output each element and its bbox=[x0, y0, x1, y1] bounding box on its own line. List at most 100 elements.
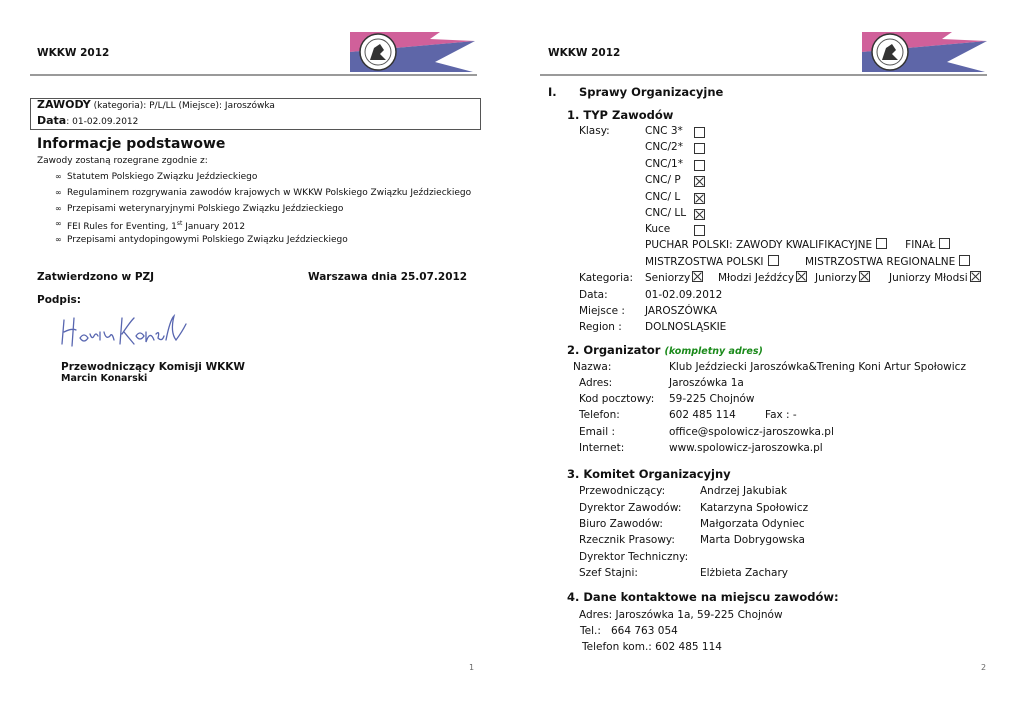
section-title: Sprawy Organizacyjne bbox=[579, 85, 724, 99]
page-header: WKKW 2012 bbox=[548, 47, 621, 59]
category-label: Młodzi Jeźdźcy bbox=[718, 272, 795, 284]
bullet-item: Przepisami weterynaryjnymi Polskiego Zwi… bbox=[67, 204, 344, 214]
category-option: Juniorzy Młodsi bbox=[889, 271, 981, 285]
organizer-field-value: 602 485 114 bbox=[669, 409, 736, 421]
bullet-item: FEI Rules for Eventing, 1st January 2012 bbox=[67, 220, 246, 232]
bullet-icon: ∞ bbox=[55, 188, 62, 197]
contact-tel: 664 763 054 bbox=[611, 625, 678, 637]
contact-mobile: Telefon kom.: 602 485 114 bbox=[582, 641, 722, 653]
bullet-icon: ∞ bbox=[55, 172, 62, 181]
data-label: Data: bbox=[579, 289, 608, 301]
bullet-icon: ∞ bbox=[55, 219, 62, 228]
category-checkbox[interactable] bbox=[692, 271, 704, 282]
subsection-title-organizator: 2. Organizator (kompletny adres) bbox=[567, 342, 763, 360]
zawody-line: ZAWODY (kategoria): P/L/LL (Miejsce): Ja… bbox=[37, 98, 275, 113]
organizer-field-value: Jaroszówka 1a bbox=[669, 377, 744, 389]
organizator-note: (kompletny adres) bbox=[664, 346, 763, 357]
puchar-checkbox[interactable] bbox=[876, 238, 888, 249]
category-option: Młodzi Jeźdźcy bbox=[718, 271, 808, 285]
signer-name: Marcin Konarski bbox=[61, 373, 148, 384]
committee-member: Elżbieta Zachary bbox=[700, 567, 789, 579]
class-option-label: CNC/ LL bbox=[645, 207, 687, 219]
class-option-label: CNC/1* bbox=[645, 158, 683, 170]
class-checkbox[interactable] bbox=[694, 225, 705, 236]
committee-role: Rzecznik Prasowy: bbox=[579, 534, 675, 546]
category-label: Juniorzy bbox=[815, 272, 857, 284]
puchar-row: PUCHAR POLSKI: ZAWODY KWALIFIKACYJNE FINA… bbox=[645, 238, 951, 252]
category-checkbox[interactable] bbox=[858, 271, 870, 282]
category-checkbox[interactable] bbox=[796, 271, 808, 282]
fei-date: January 2012 bbox=[182, 222, 246, 232]
bullet-item: Przepisami antydopingowymi Polskiego Zwi… bbox=[67, 235, 348, 245]
committee-role: Dyrektor Zawodów: bbox=[579, 502, 682, 514]
contact-address: Adres: Jaroszówka 1a, 59-225 Chojnów bbox=[579, 609, 783, 621]
region-label: Region : bbox=[579, 321, 622, 333]
class-option-label: CNC/ L bbox=[645, 191, 681, 203]
class-checkbox[interactable] bbox=[694, 176, 705, 187]
fax: Fax : - bbox=[765, 409, 797, 421]
organizer-field-value: www.spolowicz-jaroszowka.pl bbox=[669, 442, 823, 454]
page-header: WKKW 2012 bbox=[37, 47, 110, 59]
organizer-field-label: Adres: bbox=[579, 377, 613, 389]
mp-row: MISTRZOSTWA POLSKI bbox=[645, 255, 779, 269]
mr-row: MISTRZOSTWA REGIONALNE bbox=[805, 255, 971, 269]
region-value: DOLNOSLĄSKIE bbox=[645, 321, 727, 333]
header-rule bbox=[540, 74, 987, 76]
class-option-label: CNC 3* bbox=[645, 125, 683, 137]
category-checkbox[interactable] bbox=[969, 271, 981, 282]
event-info-box bbox=[30, 98, 481, 130]
date-value: : 01-02.09.2012 bbox=[66, 117, 139, 127]
mp-label: MISTRZOSTWA POLSKI bbox=[645, 256, 764, 268]
subsection-title-typ: 1. TYP Zawodów bbox=[567, 108, 674, 122]
intro-text: Zawody zostaną rozegrane zgodnie z: bbox=[37, 156, 208, 166]
bullet-icon: ∞ bbox=[55, 204, 62, 213]
bullet-icon: ∞ bbox=[55, 235, 62, 244]
date-line: Data: 01-02.09.2012 bbox=[37, 114, 138, 129]
category-option: Juniorzy bbox=[815, 271, 870, 285]
class-checkbox[interactable] bbox=[694, 143, 705, 154]
signer-title: Przewodniczący Komisji WKKW bbox=[61, 361, 246, 373]
header-rule bbox=[30, 74, 477, 76]
class-checkbox[interactable] bbox=[694, 193, 705, 204]
organizer-field-label: Email : bbox=[579, 426, 616, 438]
signature-label: Podpis: bbox=[37, 294, 81, 306]
data-value: 01-02.09.2012 bbox=[645, 289, 723, 301]
klasy-label: Klasy: bbox=[579, 125, 610, 137]
committee-role: Dyrektor Techniczny: bbox=[579, 551, 689, 563]
organizer-field-value: office@spolowicz-jaroszowka.pl bbox=[669, 426, 834, 438]
handwritten-signature bbox=[61, 313, 187, 347]
date-label: Data bbox=[37, 114, 67, 127]
page-number: 2 bbox=[981, 663, 987, 672]
organizer-field-label: Kod pocztowy: bbox=[579, 393, 655, 405]
bullet-item: Statutem Polskiego Związku Jeździeckiego bbox=[67, 172, 258, 182]
committee-role: Przewodniczący: bbox=[579, 485, 666, 497]
committee-member: Katarzyna Społowicz bbox=[700, 502, 809, 514]
committee-member: Andrzej Jakubiak bbox=[700, 485, 788, 497]
class-checkbox[interactable] bbox=[694, 209, 705, 220]
class-checkbox[interactable] bbox=[694, 127, 705, 138]
mr-checkbox[interactable] bbox=[959, 255, 971, 266]
class-checkbox[interactable] bbox=[694, 160, 705, 171]
kategoria-label: Kategoria: bbox=[579, 272, 634, 284]
class-option-label: CNC/2* bbox=[645, 141, 683, 153]
place-date: Warszawa dnia 25.07.2012 bbox=[308, 271, 468, 283]
committee-role: Biuro Zawodów: bbox=[579, 518, 663, 530]
approved-label: Zatwierdzono w PZJ bbox=[37, 271, 155, 283]
miejsce-label: Miejsce : bbox=[579, 305, 625, 317]
class-option-label: Kuce bbox=[645, 223, 671, 235]
final-checkbox[interactable] bbox=[939, 238, 951, 249]
pzj-pennant-logo bbox=[350, 32, 475, 72]
zawody-value: (kategoria): P/L/LL (Miejsce): Jaroszówk… bbox=[90, 101, 275, 111]
section-number: I. bbox=[548, 85, 557, 99]
bullet-item: Regulaminem rozgrywania zawodów krajowyc… bbox=[67, 188, 472, 198]
organizer-field-label: Nazwa: bbox=[573, 361, 612, 373]
contact-tel-label: Tel.: bbox=[580, 625, 601, 637]
miejsce-value: JAROSZÓWKA bbox=[645, 305, 718, 317]
page-number: 1 bbox=[469, 663, 475, 672]
mp-checkbox[interactable] bbox=[767, 255, 779, 266]
committee-role: Szef Stajni: bbox=[579, 567, 638, 579]
final-label: FINAŁ bbox=[905, 239, 936, 251]
mr-label: MISTRZOSTWA REGIONALNE bbox=[805, 256, 956, 268]
committee-member: Małgorzata Odyniec bbox=[700, 518, 805, 530]
